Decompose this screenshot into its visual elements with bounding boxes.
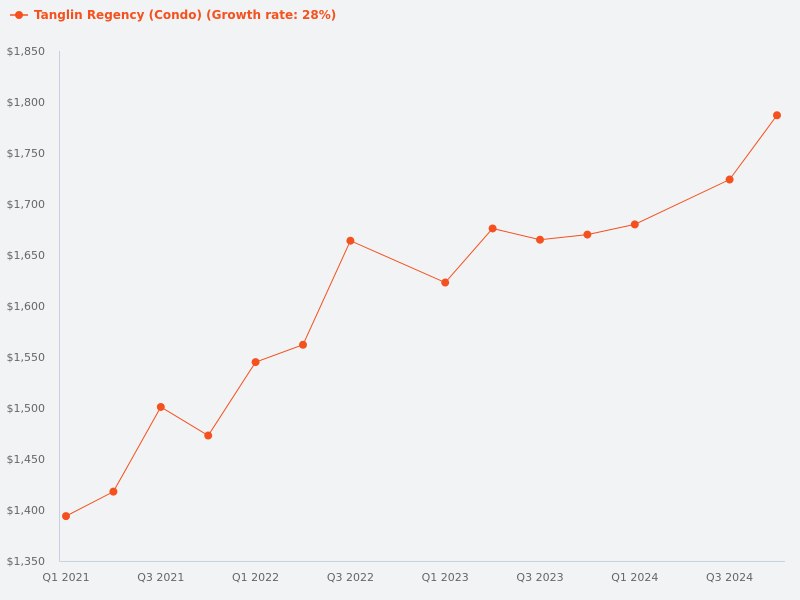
x-tick-label: Q3 2022 <box>327 571 374 584</box>
y-tick-label: $1,700 <box>7 198 46 211</box>
chart-legend[interactable]: Tanglin Regency (Condo) (Growth rate: 28… <box>10 8 336 22</box>
data-point[interactable] <box>441 278 450 287</box>
data-point[interactable] <box>156 402 165 411</box>
data-point[interactable] <box>204 431 213 440</box>
data-point[interactable] <box>725 175 734 184</box>
x-tick-label: Q1 2023 <box>422 571 469 584</box>
data-point[interactable] <box>536 235 544 244</box>
x-tick-label: Q3 2023 <box>516 571 563 584</box>
y-tick-label: $1,450 <box>7 453 46 466</box>
y-tick-label: $1,850 <box>7 45 46 58</box>
x-tick-label: Q3 2021 <box>137 571 184 584</box>
x-tick-label: Q1 2021 <box>42 571 89 584</box>
y-tick-label: $1,800 <box>7 96 46 109</box>
y-tick-label: $1,600 <box>7 300 46 313</box>
x-tick-label: Q3 2024 <box>706 571 753 584</box>
legend-label: Tanglin Regency (Condo) (Growth rate: 28… <box>34 8 337 22</box>
y-tick-label: $1,350 <box>7 555 46 568</box>
series-line <box>65 114 778 517</box>
data-point[interactable] <box>251 358 260 367</box>
y-tick-label: $1,550 <box>7 351 46 364</box>
legend-line-marker-icon <box>10 11 28 19</box>
data-point[interactable] <box>773 111 781 120</box>
series-points <box>62 111 781 521</box>
x-tick-label: Q1 2024 <box>611 571 658 584</box>
data-point[interactable] <box>630 220 639 229</box>
data-point[interactable] <box>299 340 307 349</box>
data-point[interactable] <box>583 230 592 239</box>
y-tick-label: $1,500 <box>7 402 46 415</box>
data-point[interactable] <box>109 487 118 496</box>
data-point[interactable] <box>346 236 355 245</box>
y-axis-ticks: $1,350 $1,400 $1,450 $1,500 $1,550 $1,600 $1,6… <box>7 45 46 568</box>
x-axis-ticks: Q1 2021 Q3 2021 Q1 2022 Q3 2022 Q1 2023 Q3 20… <box>42 571 753 584</box>
y-tick-label: $1,650 <box>7 249 46 262</box>
data-point[interactable] <box>488 224 497 233</box>
x-tick-label: Q1 2022 <box>232 571 279 584</box>
y-tick-label: $1,750 <box>7 147 46 160</box>
y-tick-label: $1,400 <box>7 504 46 517</box>
data-point[interactable] <box>62 512 70 521</box>
